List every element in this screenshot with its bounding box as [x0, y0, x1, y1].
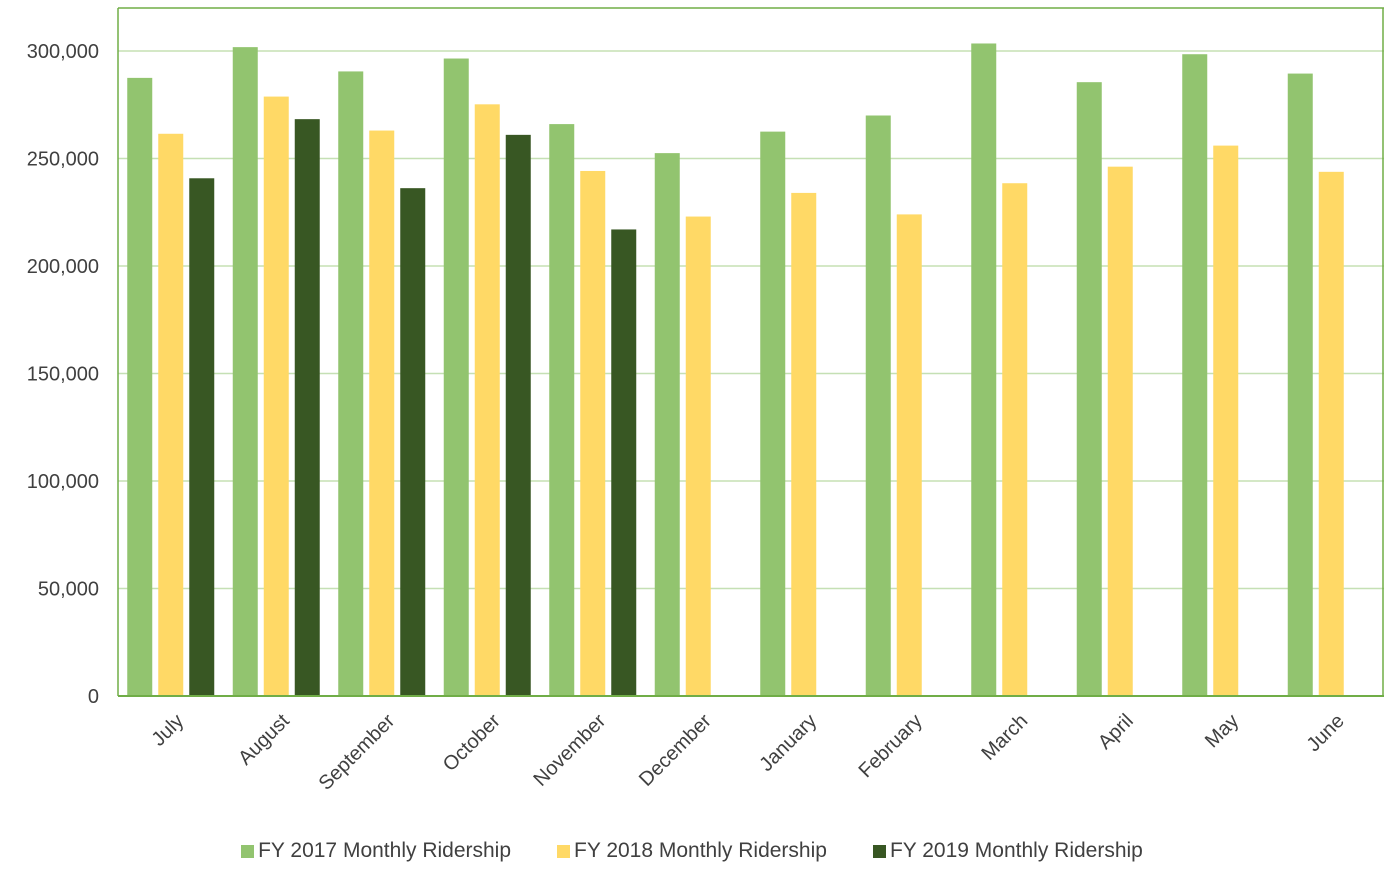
plot-frame — [117, 7, 1384, 697]
legend-item-fy2018: FY 2018 Monthly Ridership — [557, 839, 827, 863]
bar — [1182, 54, 1208, 697]
bar — [685, 216, 711, 697]
legend-swatch-fy2017 — [241, 844, 255, 858]
bar — [654, 153, 680, 696]
x-category-label: October — [439, 710, 505, 776]
x-category-label: July — [148, 710, 189, 751]
bar — [400, 188, 426, 697]
bar — [1107, 166, 1133, 697]
bar — [338, 71, 364, 697]
bar — [791, 192, 817, 696]
legend: FY 2017 Monthly Ridership FY 2018 Monthl… — [0, 836, 1384, 866]
legend-item-fy2017: FY 2017 Monthly Ridership — [241, 839, 511, 863]
bar — [158, 133, 184, 696]
x-axis-category-labels: July August September October November Decemb… — [148, 710, 1349, 795]
bar — [232, 47, 258, 696]
x-category-label: April — [1094, 710, 1138, 754]
y-tick-label: 300,000 — [27, 41, 99, 63]
bar — [549, 124, 575, 697]
x-category-label: June — [1303, 710, 1349, 756]
bar — [1287, 73, 1313, 696]
y-tick-label: 50,000 — [38, 579, 99, 601]
legend-label-fy2018: FY 2018 Monthly Ridership — [574, 839, 827, 862]
bar — [1002, 183, 1028, 697]
bar — [294, 119, 320, 696]
x-category-label: November — [529, 710, 610, 791]
bar — [443, 58, 469, 696]
bar — [505, 134, 531, 697]
x-category-label: September — [315, 710, 400, 795]
y-tick-label: 200,000 — [27, 256, 99, 278]
y-tick-label: 250,000 — [27, 149, 99, 171]
bar — [1318, 171, 1344, 696]
x-category-label: February — [855, 710, 927, 782]
bar — [127, 77, 153, 696]
bar — [611, 229, 637, 696]
bar — [189, 178, 215, 696]
bar — [865, 115, 891, 696]
x-category-label: January — [755, 710, 821, 776]
legend-swatch-fy2019 — [872, 844, 886, 858]
bars — [127, 43, 1344, 697]
bar — [971, 43, 997, 697]
bar — [1213, 145, 1239, 697]
legend-label-fy2019: FY 2019 Monthly Ridership — [889, 839, 1143, 862]
legend-label-fy2017: FY 2017 Monthly Ridership — [258, 839, 512, 862]
y-tick-label: 100,000 — [27, 471, 99, 493]
x-category-label: August — [234, 710, 294, 770]
bar — [896, 214, 922, 696]
y-tick-label: 0 — [88, 686, 99, 708]
bar — [263, 96, 289, 696]
x-category-label: May — [1201, 710, 1243, 752]
legend-item-fy2019: FY 2019 Monthly Ridership — [872, 839, 1143, 863]
legend-swatch-fy2018 — [557, 844, 571, 858]
y-tick-label: 150,000 — [27, 364, 99, 386]
bar — [474, 104, 500, 696]
y-axis-tick-labels: 0 50,000 100,000 150,000 200,000 250,000 300,0… — [27, 41, 99, 708]
gridlines — [118, 50, 1384, 590]
x-category-label: December — [635, 710, 716, 791]
bar — [580, 170, 606, 697]
bar — [1076, 82, 1102, 697]
bar — [369, 130, 395, 697]
bar — [760, 131, 786, 696]
x-category-label: March — [977, 710, 1032, 765]
